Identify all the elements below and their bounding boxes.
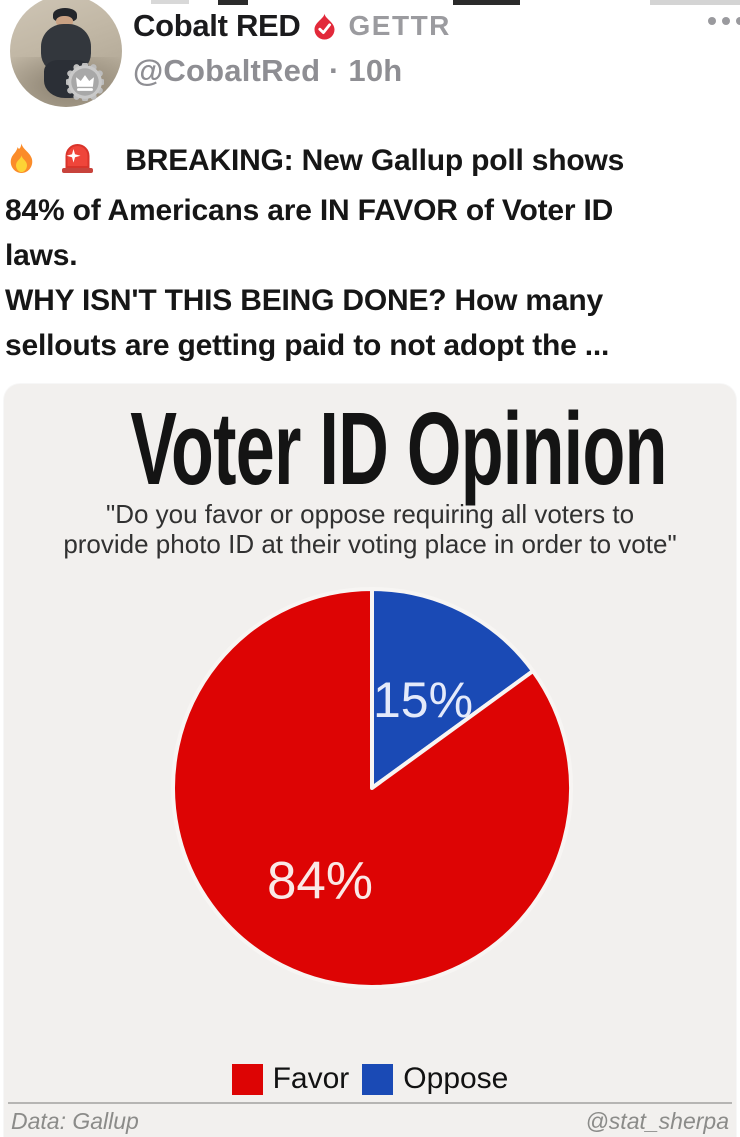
chart-title: Voter ID Opinion [130,391,667,506]
crop-artifact [218,0,248,5]
post-line-4: WHY ISN'T THIS BEING DONE? How many [5,284,603,317]
post-line-1-text: BREAKING: New Gallup poll shows [125,144,625,177]
avatar[interactable] [10,0,122,107]
platform-label: GETTR [348,10,451,41]
post-line-5: sellouts are getting paid to not adopt t… [5,329,610,362]
legend-swatch-oppose [362,1063,394,1095]
pie-slice-label-oppose: 15% [372,672,474,728]
chart-footer: Data: Gallup @stat_sherpa [4,1108,736,1135]
more-options-button[interactable] [708,17,740,25]
legend-swatch-favor [231,1063,263,1095]
author-handle-time[interactable]: @CobaltRed · 10h [133,53,403,88]
chart-subtitle-line-1: "Do you favor or oppose requiring all vo… [105,499,635,529]
legend-label-oppose: Oppose [403,1062,509,1095]
pie-chart [171,587,573,989]
post-header: Cobalt RED GETTR @CobaltRed · 10h [0,0,740,112]
chart-credit: @stat_sherpa [585,1108,729,1134]
post-line-3: laws. [5,239,78,272]
dot [722,17,730,25]
crown-badge-icon [64,61,106,103]
dot [708,17,716,25]
post-line-1: BREAKING: New Gallup poll shows [5,138,736,188]
chart-source: Data: Gallup [11,1108,139,1134]
post-text: BREAKING: New Gallup poll shows 84% of A… [0,138,740,368]
chart-image: Voter ID Opinion "Do you favor or oppose… [4,384,736,1137]
chart-legend: Favor Oppose [4,1062,736,1096]
crop-artifact [650,0,740,5]
legend-label-favor: Favor [272,1062,350,1095]
crop-artifact [453,0,520,5]
chart-subtitle: "Do you favor or oppose requiring all vo… [4,499,736,559]
post-line-2: 84% of Americans are IN FAVOR of Voter I… [5,194,614,227]
chart-footer-divider [8,1102,732,1104]
chart-subtitle-line-2: provide photo ID at their voting place i… [63,529,677,559]
avatar-photo-face [55,16,73,28]
author-name[interactable]: Cobalt RED [133,8,301,43]
fire-icon [5,142,38,188]
legend-item-oppose: Oppose [362,1062,508,1096]
pie-slice-label-favor: 84% [266,851,374,911]
dot [736,17,740,25]
legend-item-favor: Favor [231,1062,350,1096]
siren-icon [60,142,95,188]
crop-artifact [151,0,189,4]
verified-flame-icon [311,12,338,41]
